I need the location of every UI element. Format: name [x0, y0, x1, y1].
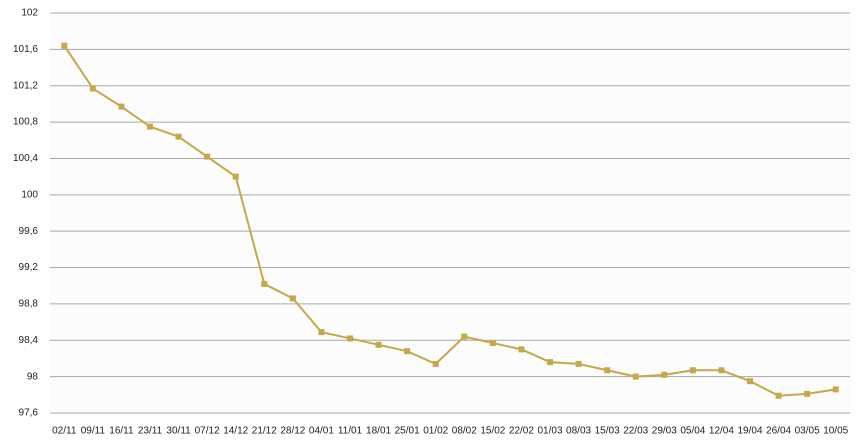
- x-tick-label: 26/04: [766, 426, 791, 437]
- y-tick-label: 98,8: [19, 299, 39, 310]
- x-tick-label: 10/05: [823, 426, 848, 437]
- data-point: [718, 367, 725, 374]
- y-tick-label: 101,2: [13, 80, 38, 91]
- x-tick-label: 16/11: [109, 426, 134, 437]
- plot-area: [50, 13, 850, 413]
- x-tick-label: 01/02: [423, 426, 448, 437]
- data-point: [404, 348, 411, 355]
- data-point: [575, 360, 582, 367]
- x-tick-label: 12/04: [709, 426, 734, 437]
- x-tick-label: 18/01: [366, 426, 391, 437]
- y-tick-label: 100,8: [13, 117, 38, 128]
- x-tick-label: 15/03: [595, 426, 620, 437]
- x-tick-label: 28/12: [280, 426, 305, 437]
- data-point: [147, 123, 153, 130]
- data-point: [832, 386, 839, 393]
- y-tick-label: 102: [21, 8, 38, 19]
- data-point: [461, 333, 468, 340]
- data-point: [347, 335, 353, 342]
- data-point: [775, 392, 782, 399]
- data-point: [232, 173, 239, 180]
- x-tick-label: 07/12: [195, 426, 220, 437]
- x-tick-label: 05/04: [680, 426, 705, 437]
- x-tick-label: 30/11: [166, 426, 191, 437]
- data-point: [661, 371, 668, 378]
- y-tick-label: 101,6: [13, 44, 38, 55]
- x-tick-label: 08/03: [566, 426, 591, 437]
- data-point: [289, 295, 296, 302]
- data-point: [118, 103, 125, 110]
- data-point: [747, 378, 753, 385]
- data-point: [689, 367, 696, 374]
- x-tick-label: 22/02: [509, 426, 534, 437]
- data-point: [318, 329, 325, 336]
- x-tick-label: 11/01: [338, 426, 363, 437]
- x-tick-label: 02/11: [52, 426, 77, 437]
- data-point: [547, 359, 553, 366]
- data-point: [89, 85, 96, 92]
- y-tick-label: 99,6: [19, 226, 39, 237]
- data-point: [432, 360, 439, 367]
- x-tick-label: 25/01: [395, 426, 420, 437]
- x-tick-label: 04/01: [309, 426, 334, 437]
- data-point: [632, 373, 639, 380]
- y-tick-label: 99,2: [19, 262, 39, 273]
- data-point: [518, 346, 525, 353]
- x-tick-label: 15/02: [480, 426, 505, 437]
- x-tick-label: 21/12: [252, 426, 277, 437]
- y-tick-label: 98,4: [19, 335, 39, 346]
- x-tick-label: 03/05: [795, 426, 820, 437]
- x-tick-label: 23/11: [138, 426, 163, 437]
- x-tick-label: 29/03: [652, 426, 677, 437]
- x-tick-label: 14/12: [223, 426, 248, 437]
- y-tick-label: 100: [21, 189, 38, 200]
- data-point: [489, 340, 496, 346]
- y-tick-label: 100,4: [13, 153, 38, 164]
- data-point: [204, 153, 211, 160]
- data-point: [375, 341, 382, 348]
- data-point: [604, 367, 611, 374]
- x-tick-label: 09/11: [81, 426, 106, 437]
- x-tick-label: 01/03: [537, 426, 562, 437]
- x-tick-label: 08/02: [452, 426, 477, 437]
- data-point: [175, 133, 182, 140]
- x-tick-label: 22/03: [623, 426, 648, 437]
- data-line: [63, 45, 836, 397]
- data-point: [261, 280, 268, 287]
- y-tick-label: 97,6: [19, 408, 39, 419]
- y-tick-label: 98: [27, 371, 39, 382]
- data-point: [804, 390, 811, 397]
- x-tick-label: 19/04: [737, 426, 762, 437]
- data-point: [61, 42, 68, 49]
